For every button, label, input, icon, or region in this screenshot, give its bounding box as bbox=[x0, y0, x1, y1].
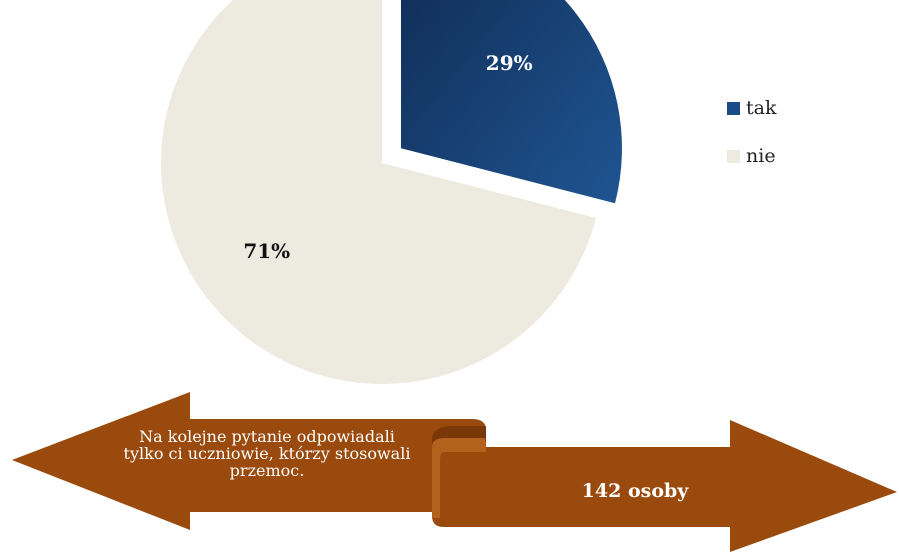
legend-item-tak: tak bbox=[727, 98, 776, 118]
pie-slice-nie bbox=[161, 0, 597, 384]
right-arrow-text: 142 osoby bbox=[581, 480, 689, 502]
right-arrow-shape bbox=[432, 420, 897, 552]
legend-swatch-nie bbox=[727, 149, 740, 163]
left-arrow-shape bbox=[12, 392, 486, 530]
pie-slice-tak bbox=[400, 0, 622, 204]
pie-label-tak: 29% bbox=[486, 51, 533, 75]
legend-item-nie: nie bbox=[727, 146, 776, 166]
legend-label-tak: tak bbox=[746, 97, 777, 119]
legend: tak nie bbox=[727, 98, 776, 166]
pie-label-nie: 71% bbox=[243, 239, 290, 263]
legend-label-nie: nie bbox=[746, 145, 776, 167]
legend-swatch-tak bbox=[727, 101, 740, 115]
right-arrow bbox=[432, 420, 897, 552]
left-arrow-text: Na kolejne pytanie odpowiadali tylko ci … bbox=[123, 427, 411, 480]
right-arrow-curl bbox=[432, 438, 486, 518]
pie-chart: 29% 71% bbox=[161, 0, 622, 384]
